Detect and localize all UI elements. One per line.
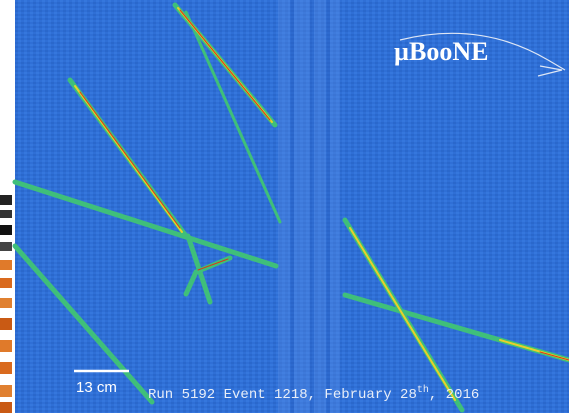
page: µBooNE 13 cm Run 5192 Event 1218, Februa… <box>0 0 569 413</box>
scale-label: 13 cm <box>76 379 117 396</box>
caption-superscript: th <box>417 384 429 396</box>
dead-band <box>278 0 340 413</box>
caption: Run 5192 Event 1218, February 28th, 2016 <box>148 384 479 403</box>
caption-tail: , 2016 <box>429 387 479 403</box>
logo: µBooNE <box>394 37 488 66</box>
caption-text: Run 5192 Event 1218, February 28 <box>148 387 417 403</box>
event-display: µBooNE 13 cm Run 5192 Event 1218, Februa… <box>0 0 569 413</box>
